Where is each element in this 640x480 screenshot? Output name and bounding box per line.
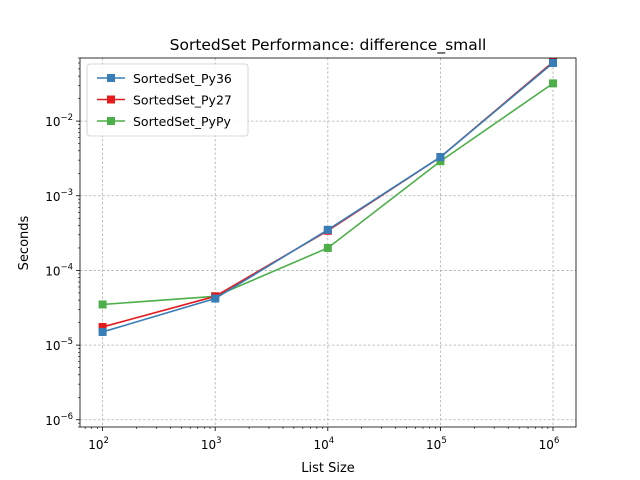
- y-axis-label: Seconds: [17, 215, 32, 270]
- legend-label: SortedSet_PyPy: [133, 114, 231, 129]
- y-tick-label: 10−6: [45, 412, 73, 428]
- legend-label: SortedSet_Py36: [133, 71, 232, 86]
- x-tick-base: 10: [201, 438, 216, 452]
- chart-title: SortedSet Performance: difference_small: [170, 36, 487, 55]
- x-tick-label: 106: [539, 436, 560, 452]
- x-tick-label: 103: [201, 436, 222, 452]
- y-tick-exponent: −4: [60, 262, 73, 272]
- y-tick-label: 10−4: [45, 262, 73, 278]
- legend-item: SortedSet_Py36: [97, 71, 232, 86]
- x-tick-base: 10: [426, 438, 441, 452]
- data-point: [323, 243, 332, 252]
- x-tick-exponent: 3: [216, 436, 221, 446]
- data-point: [323, 225, 332, 234]
- data-point: [211, 294, 220, 303]
- x-tick-label: 104: [313, 436, 334, 452]
- x-tick-exponent: 6: [554, 436, 559, 446]
- legend-marker: [107, 117, 115, 125]
- y-tick-exponent: −5: [60, 337, 73, 347]
- data-point: [436, 153, 445, 162]
- y-tick-exponent: −3: [60, 188, 73, 198]
- x-tick-base: 10: [313, 438, 328, 452]
- x-axis-label: List Size: [301, 461, 355, 476]
- x-tick-exponent: 5: [441, 436, 446, 446]
- legend-marker: [107, 74, 115, 82]
- x-tick-exponent: 4: [329, 436, 334, 446]
- y-tick-base: 10: [45, 115, 60, 129]
- legend-item: SortedSet_Py27: [97, 93, 232, 108]
- legend-label: SortedSet_Py27: [133, 93, 232, 108]
- data-point: [98, 300, 107, 309]
- y-tick-base: 10: [45, 414, 60, 428]
- data-point: [436, 157, 445, 166]
- series-lines: [98, 57, 558, 336]
- data-point: [98, 322, 107, 331]
- x-tick-exponent: 2: [104, 436, 109, 446]
- y-tick-label: 10−3: [45, 188, 73, 204]
- x-tick-base: 10: [88, 438, 103, 452]
- data-point: [549, 58, 558, 67]
- y-tick-base: 10: [45, 339, 60, 353]
- data-point: [549, 79, 558, 88]
- data-point: [98, 327, 107, 336]
- x-tick-label: 105: [426, 436, 447, 452]
- y-tick-exponent: −6: [60, 412, 73, 422]
- legend-marker: [107, 95, 115, 104]
- legend: SortedSet_Py36 SortedSet_Py27 SortedSet_Py…: [86, 63, 249, 137]
- grid: [80, 58, 576, 427]
- legend-item: SortedSet_PyPy: [97, 114, 231, 129]
- legend-box: [86, 63, 249, 137]
- y-tick-exponent: −2: [60, 113, 73, 123]
- x-tick-label: 102: [88, 436, 109, 452]
- y-tick-label: 10−5: [45, 337, 73, 353]
- y-tick-base: 10: [45, 264, 60, 278]
- series-SortedSet_Py36: [98, 58, 558, 336]
- x-tick-base: 10: [539, 438, 554, 452]
- y-tick-label: 10−2: [45, 113, 73, 129]
- y-tick-base: 10: [45, 190, 60, 204]
